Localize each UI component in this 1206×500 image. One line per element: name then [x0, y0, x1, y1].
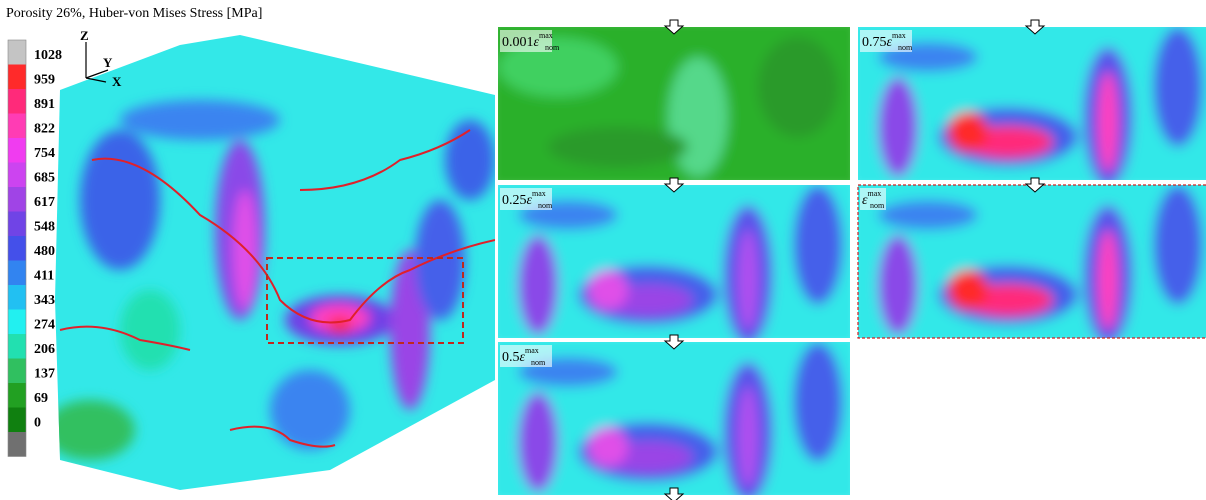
label-backdrop [500, 30, 552, 52]
color-swatch [8, 89, 26, 114]
color-swatch [8, 162, 26, 187]
panel-factor: 0.001 [502, 35, 534, 50]
colorbar-label: 1028 [34, 48, 62, 63]
down-arrow [663, 177, 685, 193]
color-swatch [8, 358, 26, 383]
down-arrow [1024, 19, 1046, 35]
color-swatch [8, 236, 26, 261]
panel-label: 0.001εmax [502, 31, 553, 50]
panel-factor: 0.25 [502, 193, 527, 208]
colorbar-label: 548 [34, 220, 55, 235]
colorbar-label: 754 [34, 146, 55, 161]
cube-render [55, 35, 495, 490]
panel-symbol: ε [527, 193, 533, 208]
colorbar: 1028 959 891 822 754 685 617 548 480 411 343 274 206… [7, 39, 62, 457]
axis-label: Z [80, 28, 89, 43]
colorbar-label: 0 [34, 416, 41, 431]
panel-symbol: ε [534, 35, 540, 50]
panel-symbol: ε [887, 35, 893, 50]
panel-label: εmax [862, 189, 881, 208]
colorbar-label: 343 [34, 293, 55, 308]
panel-factor: 0.5 [502, 350, 520, 365]
panel-label: 0.5εmax [502, 346, 539, 365]
panel-sup: max [892, 31, 906, 40]
panel-sub: nom [531, 358, 546, 367]
color-swatch [8, 211, 26, 236]
label-backdrop [860, 30, 912, 52]
figure-title: Porosity 26%, Huber-von Mises Stress [MP… [6, 6, 262, 21]
panel-sub: nom [545, 43, 560, 52]
colorbar-label: 206 [34, 342, 55, 357]
color-swatch [8, 40, 26, 65]
label-backdrop [500, 188, 552, 210]
color-swatch [8, 187, 26, 212]
down-arrow [663, 487, 685, 500]
colorbar-label: 617 [34, 195, 55, 210]
down-arrow [1024, 177, 1046, 193]
color-swatch [8, 113, 26, 138]
panel-sub: nom [538, 201, 553, 210]
panel-sub: nom [898, 43, 913, 52]
color-swatch [8, 407, 26, 432]
down-arrow [663, 19, 685, 35]
color-swatch [8, 138, 26, 163]
panel-factor: 0.75 [862, 35, 887, 50]
axis-label: X [112, 74, 122, 89]
colorbar-label: 891 [34, 97, 55, 112]
axis-label: Y [103, 55, 113, 70]
color-swatch [8, 260, 26, 285]
panel-label: 0.25εmax [502, 189, 546, 208]
panel-label: 0.75εmax [862, 31, 906, 50]
panel-sup: max [532, 189, 546, 198]
label-backdrop [500, 345, 552, 367]
panel-sup: max [525, 346, 539, 355]
colorbar-frame [7, 39, 27, 457]
axis-triad [85, 42, 109, 83]
panel-symbol: ε [520, 350, 526, 365]
color-swatch [8, 64, 26, 89]
colorbar-label: 959 [34, 73, 55, 88]
colorbar-label: 137 [34, 367, 55, 382]
label-backdrop [860, 188, 886, 210]
color-swatch [8, 334, 26, 359]
color-swatch-under [8, 432, 26, 457]
panel-sub: nom [870, 201, 885, 210]
panel-symbol: ε [862, 193, 868, 208]
color-swatch [8, 285, 26, 310]
panel-sup: max [539, 31, 553, 40]
colorbar-label: 411 [34, 269, 54, 284]
colorbar-label: 822 [34, 122, 55, 137]
color-swatch [8, 309, 26, 334]
colorbar-label: 274 [34, 318, 55, 333]
colorbar-label: 685 [34, 171, 55, 186]
color-swatch [8, 383, 26, 408]
panel-sup: max [868, 189, 882, 198]
colorbar-label: 480 [34, 244, 55, 259]
colorbar-label: 69 [34, 391, 48, 406]
down-arrow [663, 334, 685, 350]
